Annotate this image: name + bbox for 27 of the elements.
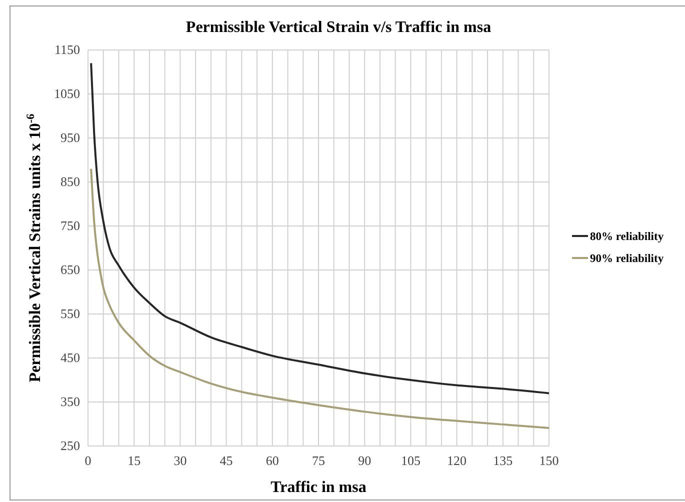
- x-tick-label: 90: [358, 453, 372, 468]
- x-tick-label: 0: [84, 453, 92, 468]
- y-tick-label: 850: [60, 174, 80, 190]
- y-tick-label: 950: [60, 130, 80, 146]
- x-tick-label: 120: [447, 453, 467, 468]
- y-tick-label: 550: [60, 306, 80, 322]
- y-tick-label: 350: [60, 394, 80, 410]
- y-tick-label: 450: [60, 350, 80, 366]
- y-tick-label: 650: [60, 262, 80, 278]
- x-tick-label: 30: [174, 453, 187, 468]
- legend-label: 90% reliability: [590, 253, 664, 265]
- x-tick-label: 150: [539, 453, 559, 468]
- y-tick-label: 250: [60, 438, 80, 454]
- y-tick-label: 1050: [54, 86, 80, 102]
- x-tick-label: 105: [400, 453, 420, 468]
- legend-label: 80% reliability: [590, 231, 664, 243]
- x-tick-label: 15: [128, 453, 141, 468]
- y-tick-label: 750: [60, 218, 80, 234]
- x-tick-label: 60: [266, 453, 279, 468]
- x-axis-title: Traffic in msa: [270, 479, 366, 496]
- line-series: [90, 62, 550, 394]
- y-tick-label: 1150: [54, 42, 80, 58]
- x-tick-label: 135: [493, 453, 513, 468]
- x-tick-label: 75: [312, 453, 325, 468]
- x-tick-label: 45: [220, 453, 233, 468]
- line-series: [90, 168, 550, 429]
- chart-title: Permissible Vertical Strain v/s Traffic in msa: [186, 19, 492, 36]
